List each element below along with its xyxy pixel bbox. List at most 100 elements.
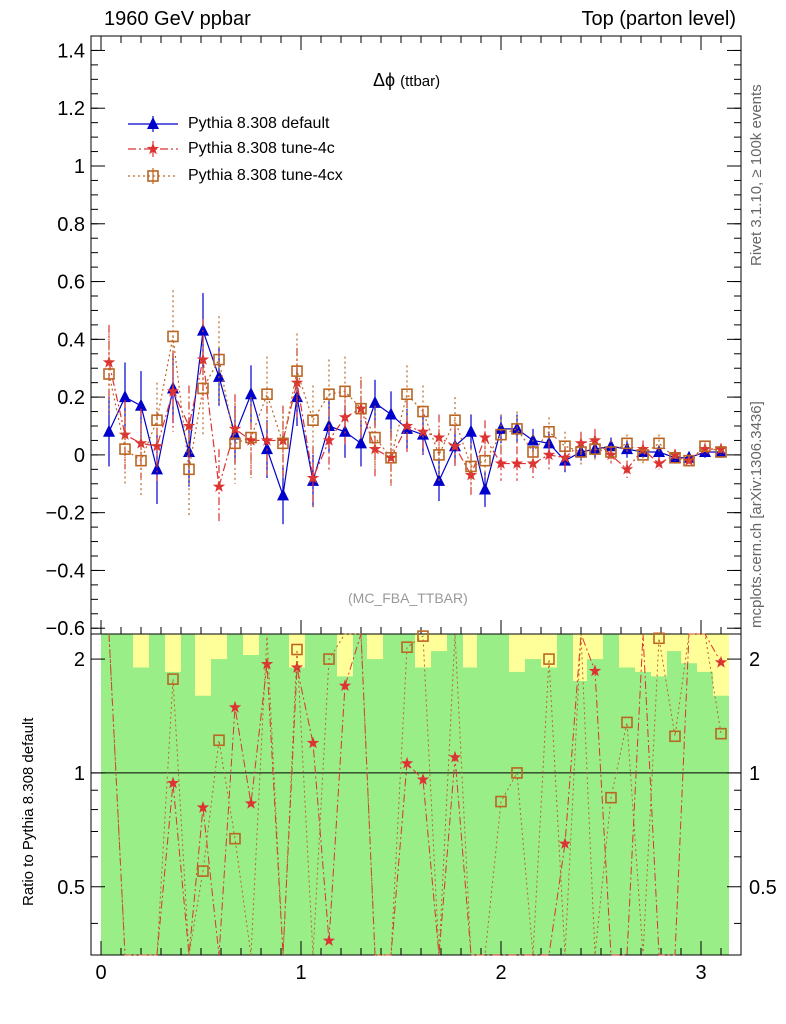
ratio-point-tune4cx	[213, 734, 225, 747]
data-point-tune4cx	[449, 414, 461, 427]
data-point-default	[385, 407, 397, 420]
ratio-point-tune4cx	[511, 767, 523, 779]
data-point-tune4cx	[589, 443, 601, 455]
ratio-point-tune4c	[166, 776, 180, 789]
ratio-band-inner	[463, 667, 479, 955]
data-point-tune4c	[542, 448, 556, 461]
ratio-band-inner	[227, 634, 243, 955]
ratio-point-tune4cx	[401, 641, 413, 654]
ratio-band-inner	[305, 634, 321, 955]
ratio-line-tune4cx	[108, 633, 722, 956]
data-point-tune4c	[244, 433, 258, 446]
ratio-band-inner	[541, 667, 557, 955]
ratio-y-tick-label: 2	[74, 649, 85, 671]
rivet-version-label: Rivet 3.1.10, ≥ 100k events	[748, 84, 765, 266]
data-point-tune4cx	[527, 446, 539, 458]
ratio-point-tune4cx	[229, 832, 241, 845]
data-point-tune4c	[134, 436, 148, 449]
data-point-default	[355, 436, 367, 449]
ratio-band-inner	[337, 676, 353, 955]
data-point-tune4cx	[465, 460, 477, 473]
ratio-band-inner	[117, 634, 133, 955]
ratio-point-tune4cx	[197, 865, 209, 877]
ratio-band-inner	[259, 634, 275, 955]
energy-label: 1960 GeV ppbar	[104, 8, 251, 30]
ratio-band-inner	[493, 634, 509, 955]
ratio-band-inner	[651, 676, 667, 955]
data-point-tune4c	[260, 433, 274, 446]
ratio-point-tune4c	[588, 664, 602, 677]
data-point-default	[135, 398, 147, 411]
data-point-tune4cx	[683, 454, 695, 467]
x-tick-label: 0	[95, 962, 106, 984]
ratio-band-inner	[181, 634, 197, 955]
ratio-band-inner	[367, 659, 383, 955]
ratio-band-inner	[667, 651, 683, 955]
legend-marker-tune4cx	[147, 170, 159, 182]
ratio-band-inner	[557, 634, 573, 955]
main-y-tick-label: 1.4	[57, 40, 85, 62]
data-point-tune4cx	[197, 382, 209, 395]
data-point-tune4cx	[229, 437, 241, 450]
data-point-tune4cx	[183, 463, 195, 476]
ratio-point-tune4cx	[291, 643, 303, 656]
main-y-tick-label: −0.2	[46, 503, 85, 525]
data-point-tune4cx	[339, 385, 351, 398]
data-point-tune4c	[368, 442, 382, 455]
data-point-tune4c	[494, 457, 508, 469]
ratio-band-inner	[603, 634, 619, 955]
ratio-band-inner	[149, 634, 165, 955]
data-point-default	[261, 442, 273, 455]
process-label: Top (parton level)	[581, 8, 736, 30]
data-point-default	[277, 488, 289, 501]
main-y-tick-label: 0.4	[57, 329, 85, 351]
ratio-y-tick-label: 0.5	[749, 877, 777, 899]
data-point-tune4cx	[135, 454, 147, 467]
data-point-tune4c	[166, 384, 180, 397]
ratio-band-inner	[713, 695, 729, 955]
mcplots-reference-label: mcplots.cern.ch [arXiv:1306.3436]	[748, 401, 765, 628]
data-point-tune4cx	[559, 440, 571, 453]
analysis-watermark: (MC_FBA_TTBAR)	[348, 590, 468, 606]
ratio-band-inner	[635, 671, 651, 955]
data-point-tune4cx	[151, 414, 163, 427]
ratio-point-tune4cx	[669, 730, 681, 743]
ratio-point-tune4cx	[323, 653, 335, 665]
ratio-point-tune4cx	[715, 727, 727, 740]
ratio-point-tune4c	[416, 773, 430, 785]
data-point-default	[465, 424, 477, 437]
data-point-tune4cx	[261, 388, 273, 401]
data-point-default	[369, 395, 381, 408]
observable-suffix: (ttbar)	[400, 73, 441, 90]
data-point-tune4c	[636, 442, 650, 455]
observable-title: Δϕ (ttbar)	[373, 70, 440, 91]
data-point-tune4c	[448, 439, 462, 452]
legend-label-tune4cx: Pythia 8.308 tune-4cx	[188, 167, 343, 184]
axes-frame	[90, 35, 742, 956]
ratio-point-tune4c	[290, 661, 304, 673]
ratio-band-inner	[587, 659, 603, 955]
main-y-tick-label: −0.6	[46, 618, 85, 640]
data-point-tune4c	[102, 355, 116, 368]
ratio-band-inner	[619, 667, 635, 955]
ratio-point-tune4cx	[605, 791, 617, 804]
data-point-tune4cx	[417, 405, 429, 418]
ratio-band-inner	[195, 695, 211, 955]
data-point-tune4c	[384, 451, 398, 463]
ratio-band-inner	[477, 634, 493, 955]
data-point-tune4c	[652, 457, 666, 469]
data-point-tune4c	[432, 431, 446, 443]
ratio-y-tick-label: 1	[74, 763, 85, 785]
tick-labels: −0.6 −0.4 −0.2 0 0.2 0.4 0.6 0.8 1 1.2 1.4 0 1 2 3 0.5 0…	[46, 40, 777, 984]
ratio-y-tick-label: 2	[749, 649, 760, 671]
data-point-tune4cx	[291, 365, 303, 377]
ratio-band-inner	[211, 659, 227, 955]
data-point-default	[495, 421, 507, 434]
data-point-tune4cx	[369, 431, 381, 444]
data-point-tune4cx	[669, 451, 681, 464]
ratio-band-inner	[509, 671, 525, 955]
data-point-tune4cx	[103, 368, 115, 380]
ratio-point-tune4c	[196, 801, 210, 813]
data-point-tune4cx	[495, 428, 507, 441]
data-point-tune4c	[588, 433, 602, 446]
